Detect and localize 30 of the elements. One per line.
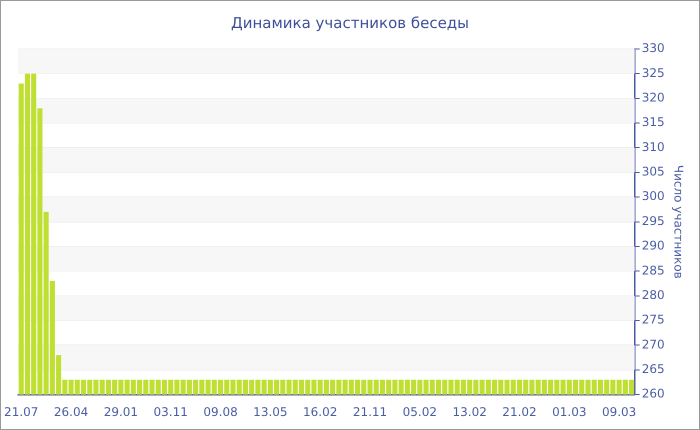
x-tick-label: 05.02 bbox=[402, 404, 438, 419]
x-tick-label: 01.03 bbox=[552, 404, 586, 419]
x-tick-label: 03.11 bbox=[154, 404, 188, 419]
y-axis-title: Число участников bbox=[672, 164, 686, 279]
y-tick-label: 285 bbox=[642, 263, 665, 278]
y-tick-label: 300 bbox=[642, 189, 665, 204]
y-tick-label: 295 bbox=[642, 214, 665, 228]
x-tick-label: 09.08 bbox=[203, 404, 238, 419]
y-tick-label: 270 bbox=[642, 337, 665, 352]
y-tick-label: 260 bbox=[642, 386, 665, 401]
x-tick-label: 13.05 bbox=[253, 404, 288, 419]
x-tick-label: 13.02 bbox=[452, 404, 487, 419]
y-tick-label: 305 bbox=[642, 164, 665, 179]
x-tick-label: 26.04 bbox=[54, 404, 88, 419]
y-tick-label: 280 bbox=[642, 288, 665, 302]
y-tick-label: 265 bbox=[642, 362, 665, 376]
x-tick-label: 29.01 bbox=[104, 404, 138, 419]
x-tick-label: 21.11 bbox=[352, 404, 388, 419]
y-tick-label: 330 bbox=[642, 41, 665, 56]
y-tick-label: 315 bbox=[642, 115, 665, 130]
y-tick-label: 290 bbox=[642, 238, 665, 253]
chart-title: Динамика участников беседы bbox=[230, 14, 470, 32]
y-tick-label: 275 bbox=[642, 312, 665, 327]
y-tick-label: 310 bbox=[642, 140, 665, 154]
y-tick-label: 325 bbox=[642, 66, 665, 80]
x-tick-label: 21.02 bbox=[502, 404, 537, 419]
y-tick-label: 320 bbox=[642, 90, 665, 104]
x-tick-label: 09.03 bbox=[602, 404, 636, 419]
x-tick-label: 21.07 bbox=[4, 404, 38, 419]
x-tick-label: 16.02 bbox=[302, 404, 338, 419]
